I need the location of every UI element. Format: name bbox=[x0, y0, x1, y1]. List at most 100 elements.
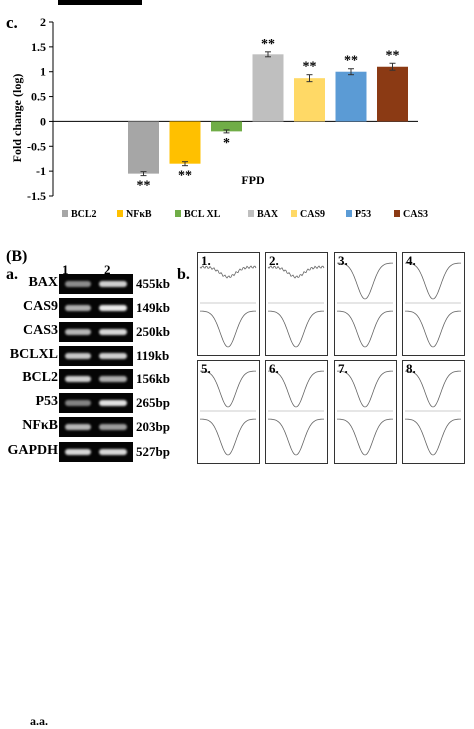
gel-size-label: 156kb bbox=[136, 371, 170, 386]
gel-band bbox=[65, 449, 91, 455]
gel-band bbox=[99, 353, 127, 359]
gel-gene-label: BAX bbox=[28, 275, 58, 290]
gel-gene-label: CAS3 bbox=[22, 323, 58, 338]
bar-nfκb bbox=[169, 121, 201, 164]
gel-band bbox=[65, 329, 91, 335]
y-tick-label: -1 bbox=[36, 164, 46, 178]
gel-row: CAS9 149kb bbox=[0, 298, 200, 318]
gel-gene-label: BCLXL bbox=[9, 347, 58, 362]
profile-curve bbox=[200, 310, 256, 348]
profile-curve bbox=[405, 310, 461, 348]
gel-row: BCLXL 119kb bbox=[0, 346, 200, 366]
legend-label: NFκB bbox=[126, 209, 152, 220]
bars: ********* ** ** bbox=[128, 37, 408, 194]
gel-band bbox=[65, 305, 91, 311]
gel-gene-label: CAS9 bbox=[22, 299, 58, 314]
section-b-label: (B) bbox=[6, 248, 28, 265]
gel-lane-strip bbox=[59, 369, 133, 389]
profile-curve bbox=[405, 418, 461, 456]
gel-row: GAPDH 527bp bbox=[0, 442, 200, 462]
y-tick-label: 2 bbox=[40, 15, 46, 29]
legend-swatch bbox=[175, 210, 181, 217]
gel-size-label: 203bp bbox=[136, 419, 170, 434]
gel-size-label: 527bp bbox=[136, 444, 170, 459]
profile-curve bbox=[200, 418, 256, 456]
legend-label: BAX bbox=[257, 209, 279, 220]
profile-curve bbox=[337, 418, 393, 456]
gel-row: NFκB 203bp bbox=[0, 417, 200, 437]
profile-panel-number: 7. bbox=[338, 361, 348, 376]
bar-chart: c. Fold change (log) 2 1.5 1 0.5 0 -0.5 -1 -1.5… bbox=[6, 13, 428, 220]
profile-panel-number: 8. bbox=[406, 361, 416, 376]
legend-swatch bbox=[394, 210, 400, 217]
figure-top-bar bbox=[58, 0, 142, 5]
gel-band bbox=[65, 400, 91, 406]
profile-curve bbox=[405, 262, 461, 300]
profile-panel-number: 5. bbox=[201, 361, 211, 376]
legend-swatch bbox=[62, 210, 68, 217]
y-tick-label: -0.5 bbox=[27, 139, 46, 153]
y-tick-label: 0 bbox=[40, 114, 46, 128]
bar-bcl-xl bbox=[211, 121, 242, 132]
profile-curves bbox=[405, 262, 461, 348]
gel-gene-label: BCL2 bbox=[22, 370, 58, 385]
legend-label: P53 bbox=[355, 209, 371, 220]
gel-gene-label: GAPDH bbox=[7, 443, 58, 458]
profile-panel: 2. bbox=[265, 252, 328, 356]
gel-panel-label: a. bbox=[6, 266, 18, 283]
profile-curve bbox=[337, 370, 393, 408]
gel-band bbox=[99, 329, 127, 335]
gel-lane-strip bbox=[59, 274, 133, 294]
profile-curve bbox=[268, 310, 324, 348]
gel-section: (B) a. 1 2 BAX 455kb CAS9 149kb CAS3 250kb BCL… bbox=[0, 248, 200, 728]
lane-1-label: 1 bbox=[62, 262, 69, 277]
gel-gene-label: P53 bbox=[35, 394, 58, 409]
y-tick-label: 0.5 bbox=[31, 90, 46, 104]
y-tick-label: 1.5 bbox=[31, 40, 46, 54]
y-axis-label: Fold change (log) bbox=[10, 74, 24, 163]
gel-footer-label: a.a. bbox=[30, 714, 48, 728]
gel-size-label: 250kb bbox=[136, 324, 170, 339]
gel-band bbox=[99, 376, 127, 382]
profile-panel-number: 2. bbox=[269, 253, 279, 268]
significance-mark: ** bbox=[261, 37, 275, 52]
profile-panel: 7. bbox=[334, 360, 397, 464]
bar-bcl2 bbox=[128, 121, 159, 174]
gel-lane-strip bbox=[59, 322, 133, 342]
profile-curves bbox=[268, 370, 324, 456]
significance-mark: ** bbox=[386, 48, 400, 63]
profile-curve bbox=[268, 370, 324, 408]
profile-curve bbox=[200, 370, 256, 408]
legend-swatch bbox=[291, 210, 297, 217]
gel-band bbox=[99, 449, 127, 455]
gel-lane-strip bbox=[59, 442, 133, 462]
gel-lane-strip bbox=[59, 393, 133, 413]
legend: BCL2 NFκB BCL XL BAX CAS9 P53 CAS3 bbox=[62, 209, 428, 220]
profile-panel-number: 1. bbox=[201, 253, 211, 268]
legend-swatch bbox=[117, 210, 123, 217]
gel-row: CAS3 250kb bbox=[0, 322, 200, 342]
legend-swatch bbox=[346, 210, 352, 217]
significance-mark: * bbox=[223, 136, 230, 151]
profile-curve bbox=[268, 418, 324, 456]
gel-band bbox=[99, 400, 127, 406]
profile-curves bbox=[337, 370, 393, 456]
gel-size-label: 119kb bbox=[136, 348, 170, 363]
bar-cas9 bbox=[294, 78, 325, 122]
gel-band bbox=[99, 281, 127, 287]
gel-row: BAX 455kb bbox=[0, 274, 200, 294]
significance-mark: ** bbox=[344, 54, 358, 69]
x-axis-label: FPD bbox=[241, 173, 265, 187]
profile-curve bbox=[337, 262, 393, 300]
significance-mark: ** bbox=[178, 169, 192, 184]
profile-panel: 3. bbox=[334, 252, 397, 356]
profile-panel-number: 4. bbox=[406, 253, 416, 268]
significance-mark: ** bbox=[137, 179, 151, 194]
gel-row: BCL2 156kb bbox=[0, 369, 200, 389]
profile-curves bbox=[337, 262, 393, 348]
profile-curve bbox=[405, 370, 461, 408]
legend-label: CAS9 bbox=[300, 209, 325, 220]
gel-band bbox=[65, 424, 91, 430]
profile-panel-number: 3. bbox=[338, 253, 348, 268]
lane-2-label: 2 bbox=[104, 262, 111, 277]
